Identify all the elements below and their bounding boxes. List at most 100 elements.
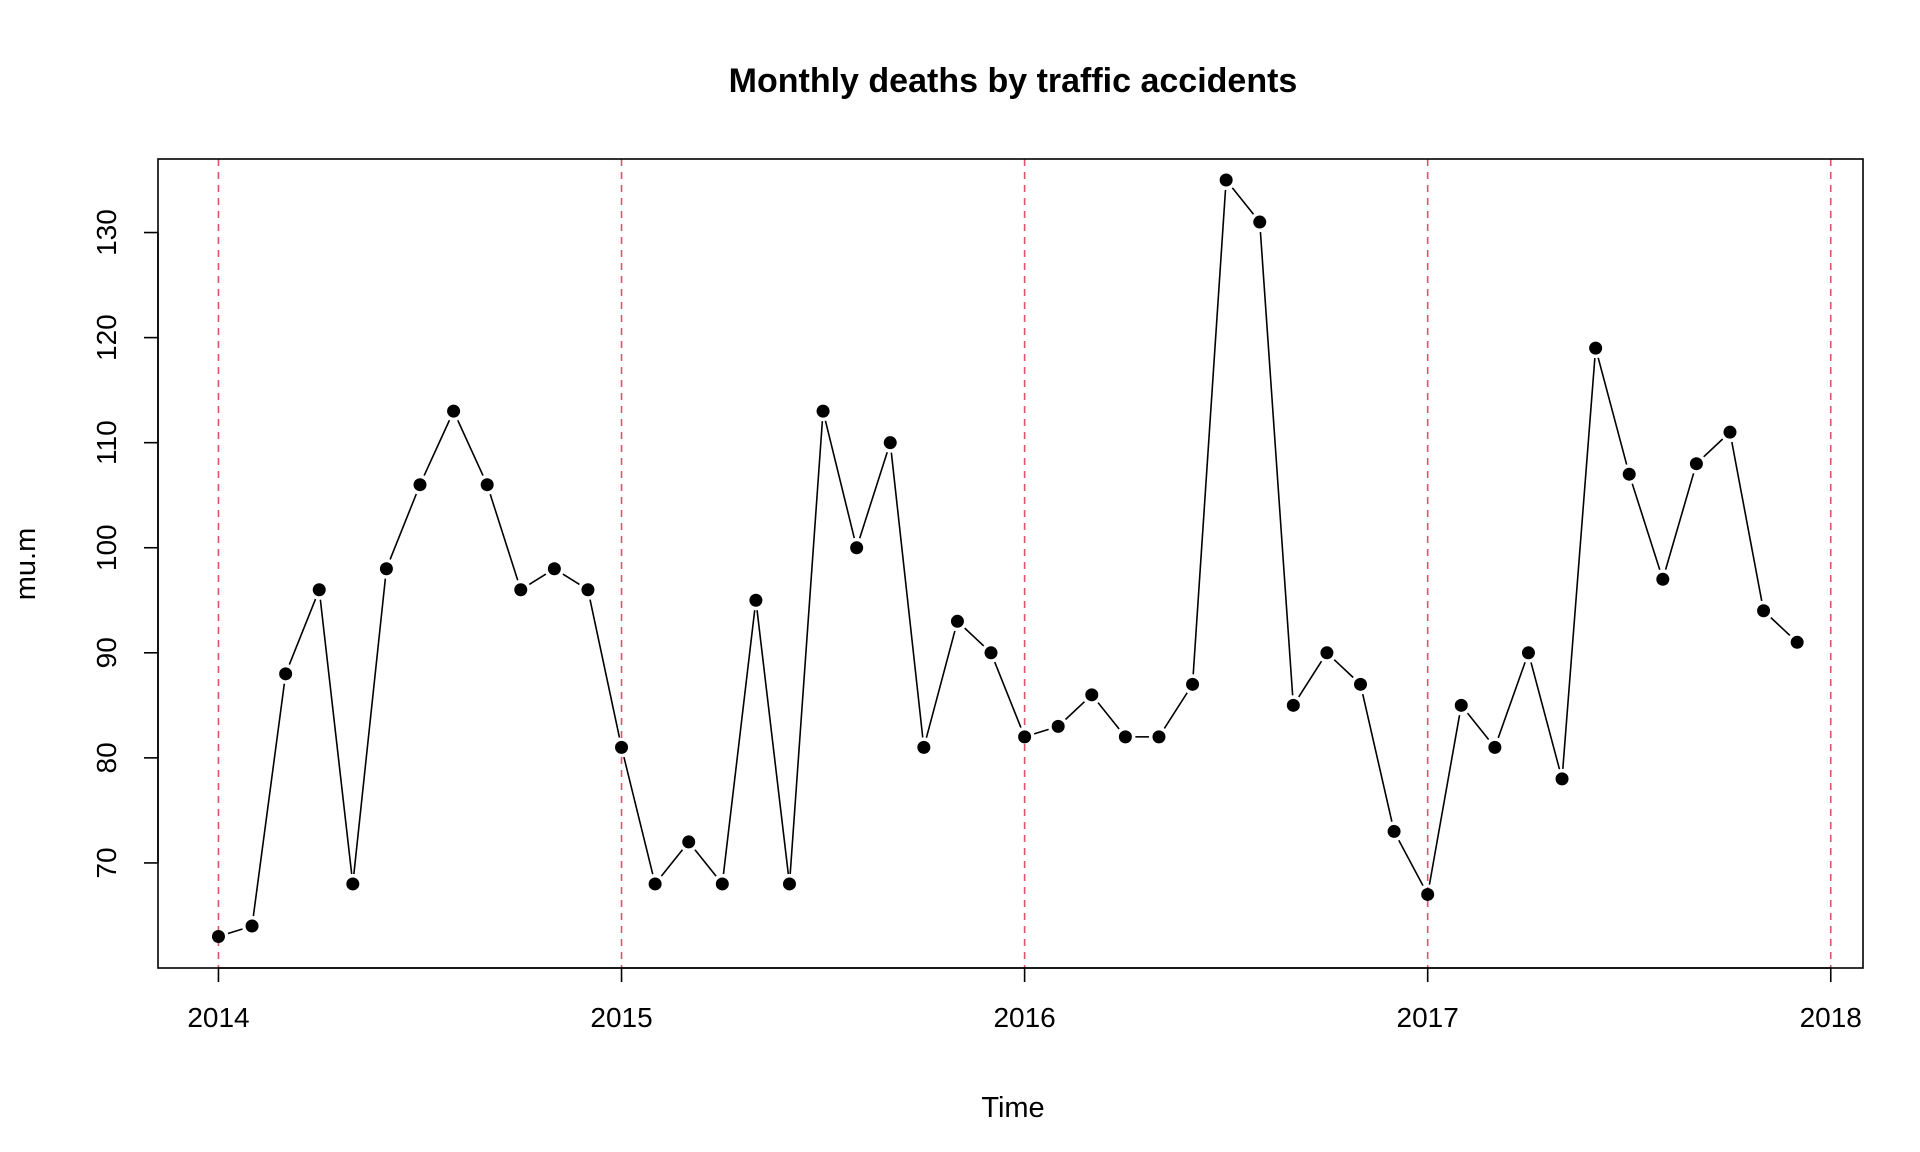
series-segment-12	[623, 756, 654, 875]
y-tick-label-100: 100	[91, 524, 122, 571]
series-segment-43	[1664, 473, 1695, 570]
series-segment-29	[1192, 189, 1227, 675]
series-segment-17	[789, 421, 824, 875]
data-point-10	[547, 562, 561, 576]
series-segment-23	[993, 661, 1022, 728]
series-segment-14	[694, 849, 717, 877]
series-segment-2	[288, 598, 317, 665]
data-point-45	[1723, 425, 1737, 439]
data-point-13	[648, 877, 662, 891]
x-tick-label-2017: 2017	[1397, 1002, 1459, 1033]
series-segment-44	[1703, 438, 1724, 458]
data-point-21	[917, 740, 931, 754]
x-tick-label-2018: 2018	[1800, 1002, 1862, 1033]
data-point-37	[1454, 698, 1468, 712]
series-segment-36	[1428, 715, 1461, 885]
series-segment-15	[722, 610, 756, 875]
data-point-16	[749, 593, 763, 607]
data-point-7	[447, 404, 461, 418]
data-point-40	[1555, 772, 1569, 786]
data-point-17	[782, 877, 796, 891]
series-segment-3	[319, 599, 353, 875]
series-segment-9	[528, 573, 547, 586]
x-tick-label-2014: 2014	[187, 1002, 249, 1033]
data-point-20	[883, 436, 897, 450]
data-point-43	[1656, 572, 1670, 586]
series-segment-38	[1497, 661, 1526, 739]
series-segment-13	[660, 849, 684, 877]
data-point-25	[1051, 719, 1065, 733]
data-point-4	[346, 877, 360, 891]
data-point-28	[1152, 730, 1166, 744]
data-point-6	[413, 478, 427, 492]
data-point-9	[514, 583, 528, 597]
series-segment-10	[562, 573, 580, 586]
data-point-5	[379, 562, 393, 576]
data-point-35	[1387, 824, 1401, 838]
y-tick-label-110: 110	[91, 420, 122, 465]
data-point-42	[1622, 467, 1636, 481]
series-segment-22	[964, 627, 985, 647]
data-point-26	[1085, 688, 1099, 702]
series-segment-20	[890, 452, 924, 738]
data-point-33	[1320, 646, 1334, 660]
y-tick-label-70: 70	[91, 847, 122, 878]
series-segment-11	[589, 599, 621, 738]
y-tick-label-80: 80	[91, 742, 122, 773]
y-tick-label-120: 120	[91, 314, 122, 361]
series-segment-35	[1398, 839, 1424, 887]
series-segment-28	[1163, 692, 1188, 729]
series-segment-39	[1530, 662, 1561, 770]
data-point-22	[950, 614, 964, 628]
series-segment-6	[423, 419, 451, 476]
data-point-18	[816, 404, 830, 418]
data-point-29	[1186, 677, 1200, 691]
series-segment-31	[1259, 231, 1294, 696]
data-point-11	[581, 583, 595, 597]
series-segment-40	[1562, 358, 1596, 769]
data-point-46	[1757, 604, 1771, 618]
series-segment-25	[1064, 701, 1086, 721]
series-segment-18	[824, 420, 856, 539]
series-segment-16	[756, 610, 790, 875]
x-tick-label-2015: 2015	[590, 1002, 652, 1033]
series-segment-7	[457, 419, 484, 476]
data-point-31	[1253, 215, 1267, 229]
series-segment-26	[1097, 702, 1120, 730]
data-point-3	[312, 583, 326, 597]
data-point-24	[1018, 730, 1032, 744]
data-point-19	[850, 541, 864, 555]
data-point-34	[1354, 677, 1368, 691]
series-segment-34	[1361, 693, 1393, 822]
series-segment-45	[1731, 441, 1763, 602]
data-point-1	[245, 919, 259, 933]
series-segment-42	[1631, 483, 1661, 570]
y-tick-label-130: 130	[91, 209, 122, 256]
series-segment-24	[1033, 728, 1049, 735]
chart-title: Monthly deaths by traffic accidents	[729, 62, 1298, 100]
series-segment-1	[252, 683, 286, 917]
data-point-38	[1488, 740, 1502, 754]
series-segment-19	[858, 451, 888, 539]
plot-frame	[157, 158, 1864, 969]
data-point-30	[1219, 173, 1233, 187]
data-point-14	[682, 835, 696, 849]
series-segment-46	[1770, 617, 1791, 637]
data-point-15	[715, 877, 729, 891]
series-segment-32	[1298, 660, 1323, 698]
data-point-36	[1421, 887, 1435, 901]
series-segment-0	[227, 928, 243, 935]
series-segment-5	[389, 493, 418, 560]
series-segment-21	[925, 630, 956, 738]
data-point-32	[1286, 698, 1300, 712]
data-point-47	[1790, 635, 1804, 649]
series-segment-8	[489, 493, 519, 581]
data-point-41	[1589, 341, 1603, 355]
data-point-8	[480, 478, 494, 492]
series-segment-30	[1231, 187, 1255, 215]
data-point-27	[1118, 730, 1132, 744]
data-point-0	[211, 929, 225, 943]
series-segment-37	[1466, 712, 1490, 741]
